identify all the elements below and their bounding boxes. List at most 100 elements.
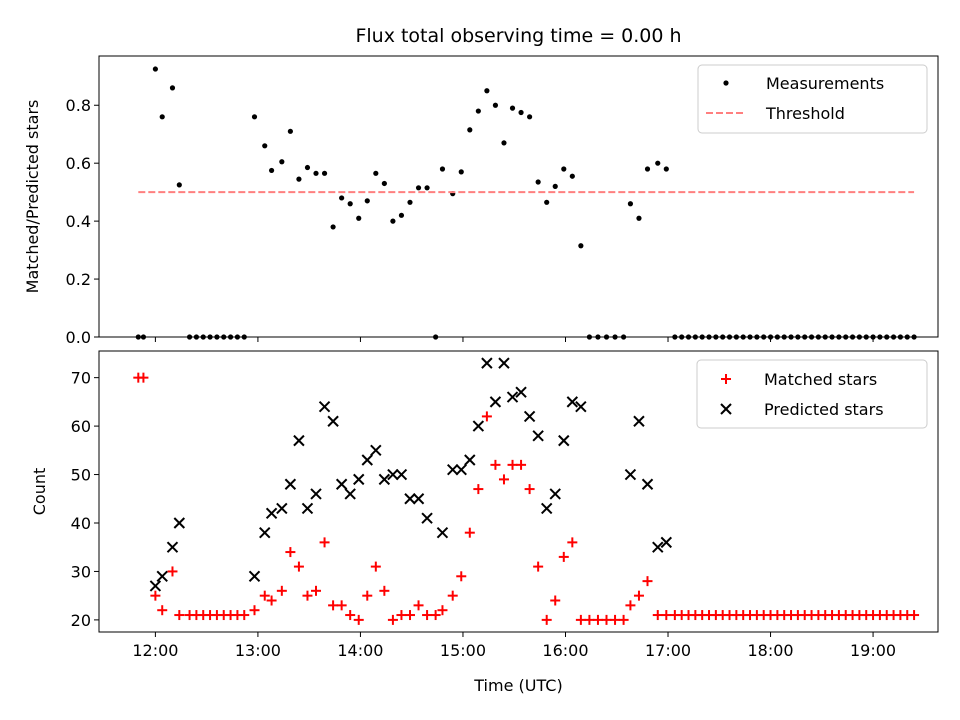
matched-stars-point — [610, 614, 621, 625]
predicted-stars-point — [335, 478, 348, 490]
matched-stars-point — [481, 411, 492, 422]
measurement-point — [304, 164, 311, 171]
matched-stars-point — [404, 610, 415, 621]
legend-threshold-label: Threshold — [765, 104, 845, 123]
predicted-stars-point — [276, 502, 288, 515]
y-tick-label: 0.6 — [66, 154, 91, 173]
figure-title: Flux total observing time = 0.00 h — [355, 25, 681, 47]
measurement-point — [152, 66, 158, 72]
measurement-point — [663, 166, 669, 172]
matched-stars-point — [413, 600, 424, 611]
measurement-point — [251, 114, 258, 120]
matched-stars-point — [498, 474, 509, 485]
matched-stars-point — [319, 537, 330, 548]
predicted-stars-point — [404, 493, 416, 505]
predicted-stars-point — [387, 468, 399, 481]
measurement-point — [518, 109, 524, 116]
y-tick-label: 0.4 — [66, 212, 91, 231]
matched-stars-point — [533, 561, 544, 572]
predicted-stars-point — [353, 473, 365, 486]
predicted-stars-point — [318, 401, 331, 413]
y-tick-label: 70 — [71, 369, 91, 388]
bottom-axes-frame — [98, 350, 939, 633]
measurement-point — [364, 198, 370, 204]
measurement-point — [569, 173, 575, 179]
predicted-stars-point — [498, 357, 510, 369]
predicted-stars-point — [344, 488, 356, 500]
predicted-stars-point — [327, 415, 339, 427]
measurement-point — [415, 185, 422, 191]
matched-stars-point — [266, 595, 277, 606]
measurement-point — [169, 85, 176, 91]
bottom-legend: Matched stars Predicted stars — [696, 359, 928, 429]
y-tick-label: 30 — [71, 562, 91, 581]
measurement-point — [527, 114, 533, 120]
predicted-stars-point — [549, 488, 561, 500]
predicted-stars-point — [301, 502, 314, 515]
measurement-point — [373, 170, 379, 176]
measurement-point — [313, 170, 319, 176]
matched-stars-point — [550, 595, 561, 606]
predicted-stars-point — [378, 473, 391, 486]
predicted-stars-point — [633, 415, 645, 427]
matched-stars-point — [167, 566, 178, 577]
matched-stars-point — [328, 600, 339, 611]
matched-stars-point — [157, 605, 168, 616]
predicted-stars-point — [248, 570, 261, 582]
legend-matched-marker — [721, 374, 731, 384]
bottom-marks — [133, 357, 920, 625]
predicted-stars-point — [575, 401, 587, 413]
measurement-point — [439, 166, 446, 172]
predicted-stars-point — [652, 541, 664, 553]
predicted-stars-point — [481, 357, 493, 369]
predicted-stars-point — [412, 493, 425, 505]
predicted-stars-point — [310, 488, 322, 500]
measurement-point — [398, 212, 405, 218]
matched-stars-point — [633, 590, 644, 601]
predicted-stars-point — [265, 507, 278, 520]
predicted-stars-point — [532, 430, 544, 442]
predicted-stars-point — [455, 463, 467, 476]
predicted-stars-point — [641, 478, 654, 490]
matched-stars-point — [276, 585, 287, 596]
bottom-ylabel: Count — [30, 468, 49, 516]
predicted-stars-point — [166, 541, 179, 553]
predicted-stars-point — [523, 410, 536, 423]
measurement-point — [492, 102, 499, 108]
measurement-point — [458, 169, 464, 175]
matched-stars-point — [437, 605, 448, 616]
matched-stars-point — [302, 590, 313, 601]
matched-stars-point — [387, 614, 398, 625]
measurement-point — [655, 160, 661, 166]
matched-stars-point — [249, 605, 260, 616]
legend-measurements-label: Measurements — [766, 74, 884, 93]
matched-stars-point — [618, 614, 629, 625]
predicted-stars-point — [506, 391, 519, 403]
predicted-stars-point — [259, 526, 271, 539]
predicted-stars-point — [284, 478, 297, 490]
measurement-point — [356, 215, 362, 221]
matched-stars-point — [652, 610, 663, 621]
top-legend: Measurements Threshold — [697, 64, 928, 134]
measurement-point — [636, 215, 642, 221]
matched-stars-point — [456, 571, 467, 582]
legend-predicted-label: Predicted stars — [764, 400, 884, 419]
matched-stars-point — [447, 590, 458, 601]
measurement-point — [535, 179, 541, 185]
measurement-point — [578, 243, 584, 249]
matched-stars-point — [362, 590, 373, 601]
x-tick-label: 15:00 — [440, 641, 486, 660]
matched-stars-point — [592, 614, 603, 625]
matched-stars-point — [524, 484, 535, 495]
matched-stars-point — [575, 614, 586, 625]
matched-stars-point — [336, 600, 347, 611]
matched-stars-point — [293, 561, 304, 572]
measurement-point — [407, 199, 413, 205]
x-tick-label: 14:00 — [337, 641, 383, 660]
predicted-stars-point — [464, 454, 476, 466]
predicted-stars-point — [395, 468, 408, 481]
matched-stars-point — [490, 459, 501, 470]
measurement-point — [501, 140, 507, 146]
predicted-stars-point — [660, 536, 673, 549]
